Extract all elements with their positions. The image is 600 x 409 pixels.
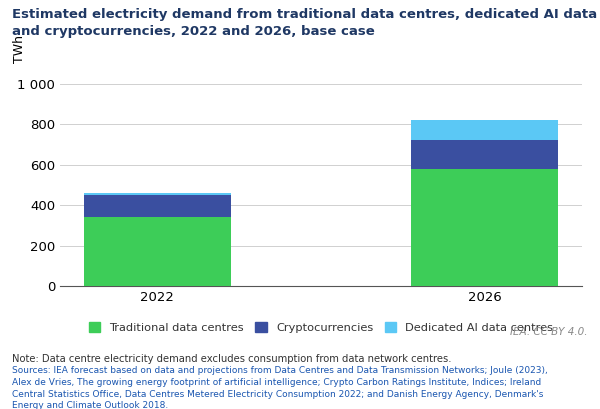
Bar (411, 120, 558, 140)
Text: Note: Data centre electricity demand excludes consumption from data network cent: Note: Data centre electricity demand exc… (12, 354, 452, 364)
Text: TWh: TWh (13, 35, 26, 63)
Bar (411, 140, 558, 169)
Bar (84, 218, 231, 286)
Text: Estimated electricity demand from traditional data centres, dedicated AI data ce: Estimated electricity demand from tradit… (12, 8, 600, 38)
Text: Sources: IEA forecast based on data and projections from Data Centres and Data T: Sources: IEA forecast based on data and … (12, 366, 548, 409)
Text: IEA. CC BY 4.0.: IEA. CC BY 4.0. (511, 328, 588, 337)
Bar (84, 193, 231, 195)
Bar (84, 195, 231, 218)
Legend: Traditional data centres, Cryptocurrencies, Dedicated AI data centres: Traditional data centres, Cryptocurrenci… (89, 322, 553, 333)
Bar (411, 169, 558, 286)
